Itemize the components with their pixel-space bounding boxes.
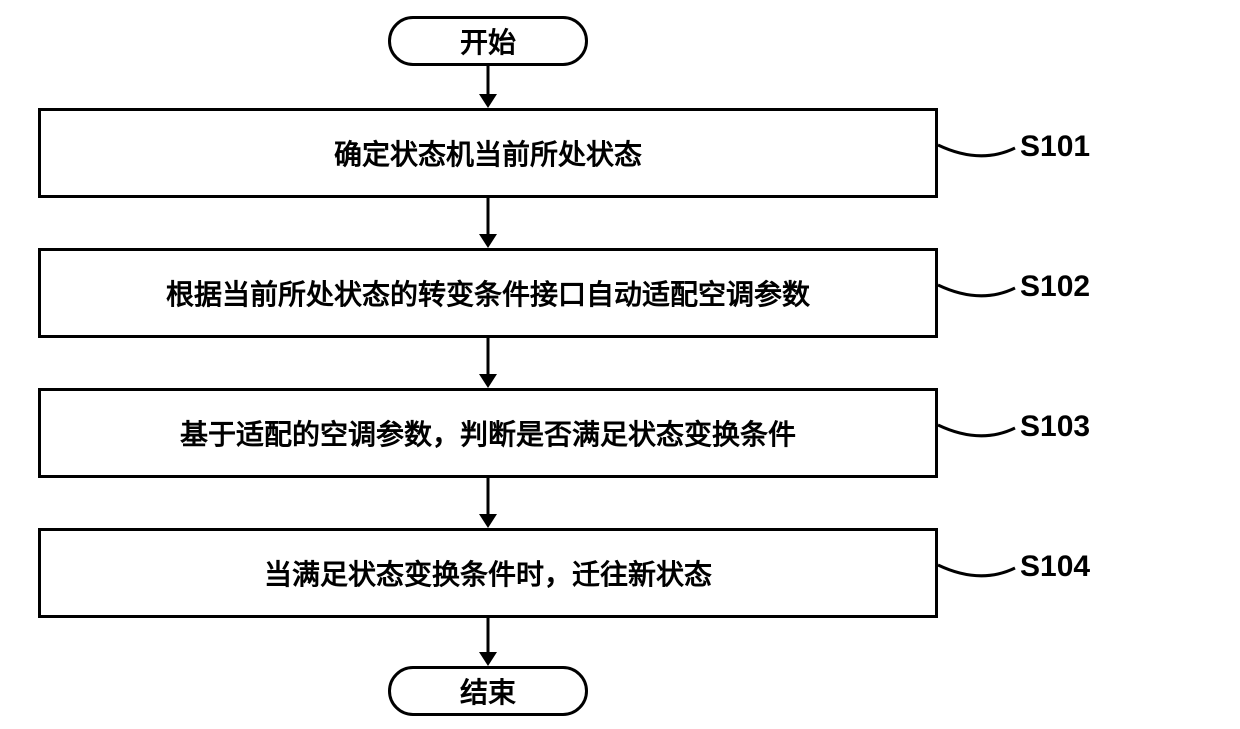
process-text: 确定状态机当前所处状态 <box>334 133 642 173</box>
process-text: 当满足状态变换条件时，迁往新状态 <box>264 553 712 593</box>
label-connector <box>938 425 1015 436</box>
arrow-head-icon <box>479 652 497 666</box>
step-label-s104: S104 <box>1020 550 1090 584</box>
arrow-head-icon <box>479 234 497 248</box>
arrow-head-icon <box>479 514 497 528</box>
process-s101: 确定状态机当前所处状态 <box>38 108 938 198</box>
step-label-s102: S102 <box>1020 270 1090 304</box>
terminal-start-text: 开始 <box>460 21 516 61</box>
label-connector <box>938 285 1015 296</box>
step-label-s103: S103 <box>1020 410 1090 444</box>
terminal-start: 开始 <box>388 16 588 66</box>
terminal-end-text: 结束 <box>460 671 516 711</box>
process-s102: 根据当前所处状态的转变条件接口自动适配空调参数 <box>38 248 938 338</box>
process-s103: 基于适配的空调参数，判断是否满足状态变换条件 <box>38 388 938 478</box>
arrow-head-icon <box>479 374 497 388</box>
flowchart-canvas: 开始 结束 确定状态机当前所处状态 S101 根据当前所处状态的转变条件接口自动适配… <box>0 0 1240 729</box>
process-text: 根据当前所处状态的转变条件接口自动适配空调参数 <box>166 273 810 313</box>
process-text: 基于适配的空调参数，判断是否满足状态变换条件 <box>180 413 796 453</box>
step-label-s101: S101 <box>1020 130 1090 164</box>
terminal-end: 结束 <box>388 666 588 716</box>
arrow-head-icon <box>479 94 497 108</box>
process-s104: 当满足状态变换条件时，迁往新状态 <box>38 528 938 618</box>
label-connector <box>938 145 1015 156</box>
label-connector <box>938 565 1015 576</box>
